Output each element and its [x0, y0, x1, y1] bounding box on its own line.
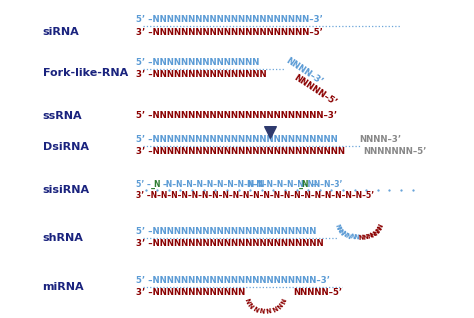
Text: N: N	[259, 305, 265, 312]
Text: N: N	[333, 223, 341, 231]
Text: 3’ –N–N–N–N–N–N–N–N–N–N–N–N–N–N–N–N–N–N–N–N–N–5’: 3’ –N–N–N–N–N–N–N–N–N–N–N–N–N–N–N–N–N–N–…	[137, 191, 374, 200]
Text: 5’ –NNNNNNNNNNNNNNNNNNNNNNN: 5’ –NNNNNNNNNNNNNNNNNNNNNNN	[137, 227, 317, 236]
Text: N: N	[375, 226, 383, 234]
Text: N: N	[340, 230, 348, 238]
Text: N: N	[253, 303, 261, 311]
Text: shRNA: shRNA	[43, 233, 83, 243]
Text: N: N	[369, 230, 377, 238]
Text: 3’ –NNNNNNNNNNNNN: 3’ –NNNNNNNNNNNNN	[137, 288, 246, 297]
Text: miRNA: miRNA	[43, 282, 84, 292]
Text: N: N	[337, 228, 345, 236]
Text: NNNN–3’: NNNN–3’	[284, 57, 324, 87]
Text: N: N	[274, 300, 282, 308]
Text: NNNNN–5’: NNNNN–5’	[292, 73, 338, 107]
Text: N: N	[362, 233, 369, 241]
Point	[266, 129, 273, 134]
Text: N: N	[248, 300, 256, 308]
Text: N: N	[373, 228, 381, 236]
Text: NNNNNNN–5’: NNNNNNN–5’	[364, 147, 427, 156]
Text: 5’ –NNNNNNNNNNNNNNNNNNNNNNN–3’: 5’ –NNNNNNNNNNNNNNNNNNNNNNN–3’	[137, 276, 330, 285]
Text: N: N	[246, 297, 253, 304]
Text: 3’ –NNNNNNNNNNNNNNNN: 3’ –NNNNNNNNNNNNNNNN	[137, 70, 267, 79]
Text: 5’ –NNNNNNNNNNNNNNNNNNNNNN–3’: 5’ –NNNNNNNNNNNNNNNNNNNNNN–3’	[137, 16, 323, 24]
Text: 3’ –NNNNNNNNNNNNNNNNNNNNNN–5’: 3’ –NNNNNNNNNNNNNNNNNNNNNN–5’	[137, 28, 323, 37]
Text: –N–N–N–N–N–N–N–N–N–N: –N–N–N–N–N–N–N–N–N–N	[163, 180, 265, 189]
Text: siRNA: siRNA	[43, 27, 79, 38]
Text: N: N	[377, 223, 384, 231]
Text: N: N	[277, 297, 285, 304]
Text: sisiRNA: sisiRNA	[43, 185, 90, 195]
Text: 5’ –NNNNNNNNNNNNNNNNNNNNNNNN–3’: 5’ –NNNNNNNNNNNNNNNNNNNNNNNN–3’	[137, 111, 337, 121]
Text: Fork-like-RNA: Fork-like-RNA	[43, 68, 128, 78]
Text: –N–N–3’: –N–N–3’	[310, 180, 343, 189]
Text: ssRNA: ssRNA	[43, 111, 82, 121]
Text: ̲N: ̲N	[155, 180, 162, 189]
Text: N: N	[349, 233, 356, 241]
Text: 5’ –NNNNNNNNNNNNNNN: 5’ –NNNNNNNNNNNNNNN	[137, 58, 260, 67]
Text: N: N	[344, 232, 352, 240]
Text: N: N	[270, 303, 277, 311]
Text: 5’ –NNNNNNNNNNNNNNNNNNNNNNNNNN: 5’ –NNNNNNNNNNNNNNNNNNNNNNNNNN	[137, 135, 338, 144]
Text: N–N–N–N–N–N–N–: N–N–N–N–N–N–N–	[246, 180, 318, 189]
Text: NNNNN–5’: NNNNN–5’	[293, 288, 342, 297]
Text: N: N	[354, 234, 360, 241]
Text: N: N	[366, 232, 374, 240]
Text: 5’ –: 5’ –	[137, 180, 151, 189]
Text: N: N	[358, 234, 364, 241]
Text: NNNN–3’: NNNN–3’	[360, 135, 402, 144]
Text: 3’ –NNNNNNNNNNNNNNNNNNNNNNNNNNN: 3’ –NNNNNNNNNNNNNNNNNNNNNNNNNNN	[137, 147, 345, 156]
Text: N: N	[335, 226, 343, 234]
Text: ̲N: ̲N	[303, 180, 310, 189]
Text: 3’ –NNNNNNNNNNNNNNNNNNNNNNNN: 3’ –NNNNNNNNNNNNNNNNNNNNNNNN	[137, 239, 324, 248]
Text: DsiRNA: DsiRNA	[43, 142, 89, 151]
Text: N: N	[265, 305, 271, 312]
